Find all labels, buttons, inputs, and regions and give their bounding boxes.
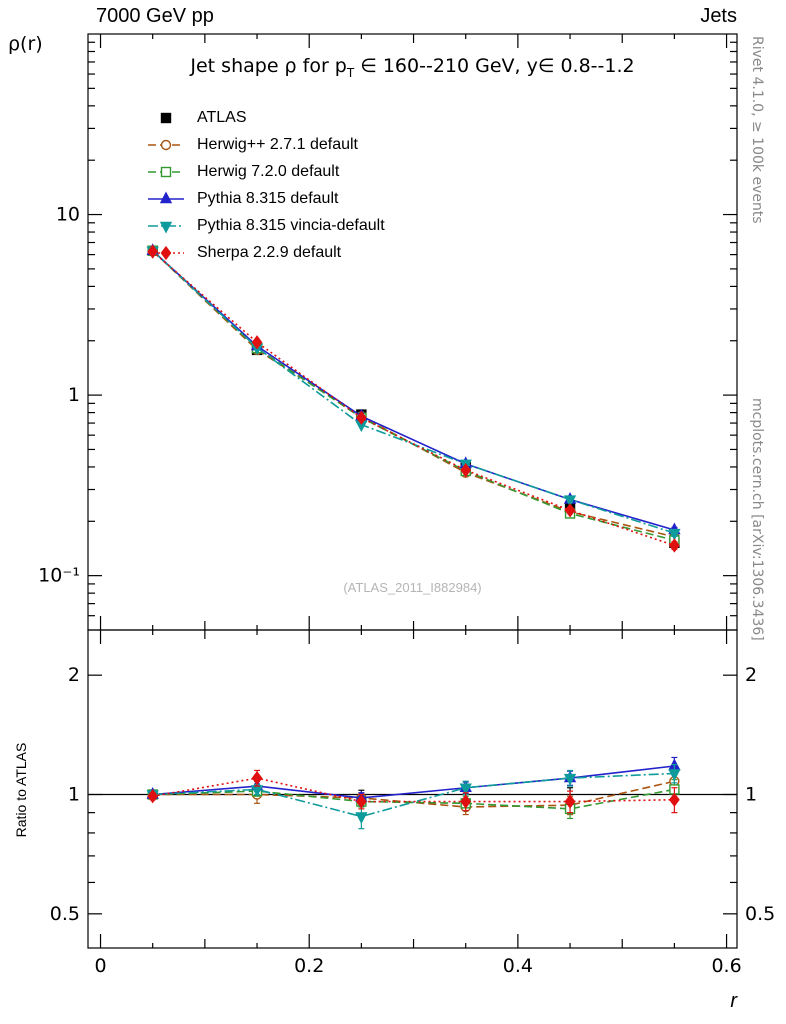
tick-labels: 0 0.2 0.4 0.6 10 1 10⁻¹ 2 2 1 1 0.5 0.5: [38, 204, 775, 977]
ratio-y-axis-title: Ratio to ATLAS: [13, 742, 29, 838]
legend-item-herwig-7-2-0-default: Herwig 7.2.0 default: [147, 161, 385, 182]
plot-title-subscript: T: [346, 65, 355, 80]
legend: ATLAS Herwig++ 2.7.1 default Herwig 7.2.0 …: [147, 107, 385, 263]
legend-label: Pythia 8.315 default: [197, 189, 339, 207]
legend-item-pythia-8-315-default: Pythia 8.315 default: [147, 188, 385, 209]
series-main-pythia-8-315-default: [146, 243, 681, 535]
beam-energy-label: 7000 GeV pp: [96, 5, 214, 27]
mcplots-reference-note: mcplots.cern.ch [arXiv:1306.3436]: [749, 398, 765, 641]
panel-frames: [87, 33, 738, 949]
pythia-8-315-vincia-default-marker-icon: [148, 221, 184, 234]
plot-title: Jet shape ρ for pT ∈ 160--210 GeV, y∈ 0.…: [88, 55, 737, 80]
sherpa-2-2-9-default-marker-icon: [148, 245, 184, 260]
legend-label: Sherpa 2.2.9 default: [197, 243, 342, 261]
plot-title-text-2: ∈ 160--210 GeV, y∈ 0.8--1.2: [354, 55, 635, 77]
x-tick-label: 0: [94, 955, 106, 977]
legend-label: Herwig++ 2.7.1 default: [197, 135, 358, 153]
ratio-y-tick-label-left: 0.5: [50, 903, 80, 925]
atlas-marker-icon: [160, 112, 172, 123]
legend-item-herwig-2-7-1-default: Herwig++ 2.7.1 default: [147, 134, 385, 155]
legend-item-atlas: ATLAS: [147, 107, 385, 128]
axis-ticks: [88, 34, 737, 948]
legend-label: Herwig 7.2.0 default: [197, 162, 340, 180]
main-y-tick-label: 10⁻¹: [38, 565, 80, 587]
x-tick-label: 0.2: [294, 955, 324, 977]
series-main-herwig-7-2-0-default: [147, 245, 680, 546]
herwig-2-7-1-default-marker-icon: [148, 139, 184, 150]
ratio-y-tick-label-right: 2: [745, 664, 757, 686]
plot-title-text: Jet shape ρ for p: [190, 55, 347, 77]
herwig-7-2-0-default-marker-icon: [148, 166, 184, 177]
legend-item-sherpa-2-2-9-default: Sherpa 2.2.9 default: [147, 242, 385, 263]
series-ratio-sherpa-2-2-9-default: [147, 769, 680, 814]
pythia-8-315-default-marker-icon: [148, 190, 184, 203]
main-y-tick-label: 1: [68, 384, 80, 406]
rivet-version-note: Rivet 4.1.0, ≥ 100k events: [749, 36, 765, 224]
ratio-y-tick-label-right: 0.5: [745, 903, 775, 925]
analysis-id-watermark: (ATLAS_2011_I882984): [343, 580, 482, 595]
legend-label: Pythia 8.315 vincia-default: [197, 216, 385, 234]
process-label: Jets: [700, 5, 737, 27]
legend-label: ATLAS: [197, 108, 247, 126]
series-ratio-pythia-8-315-default: [146, 756, 681, 804]
ratio-y-tick-label-left: 1: [68, 784, 80, 806]
x-tick-label: 0.4: [503, 955, 533, 977]
series-main-atlas: [147, 245, 680, 549]
main-y-tick-label: 10: [56, 204, 80, 226]
ratio-y-tick-label-right: 1: [745, 784, 757, 806]
ratio-y-tick-label-left: 2: [68, 664, 80, 686]
x-axis-title: r: [730, 990, 737, 1012]
series-main-herwig-2-7-1-default: [147, 245, 680, 543]
x-tick-label: 0.6: [711, 955, 741, 977]
series-main-sherpa-2-2-9-default: [147, 244, 680, 553]
series-main-pythia-8-315-vincia-default: [146, 246, 681, 541]
legend-item-pythia-8-315-vincia-default: Pythia 8.315 vincia-default: [147, 215, 385, 236]
main-y-axis-title: ρ(r): [8, 33, 43, 55]
